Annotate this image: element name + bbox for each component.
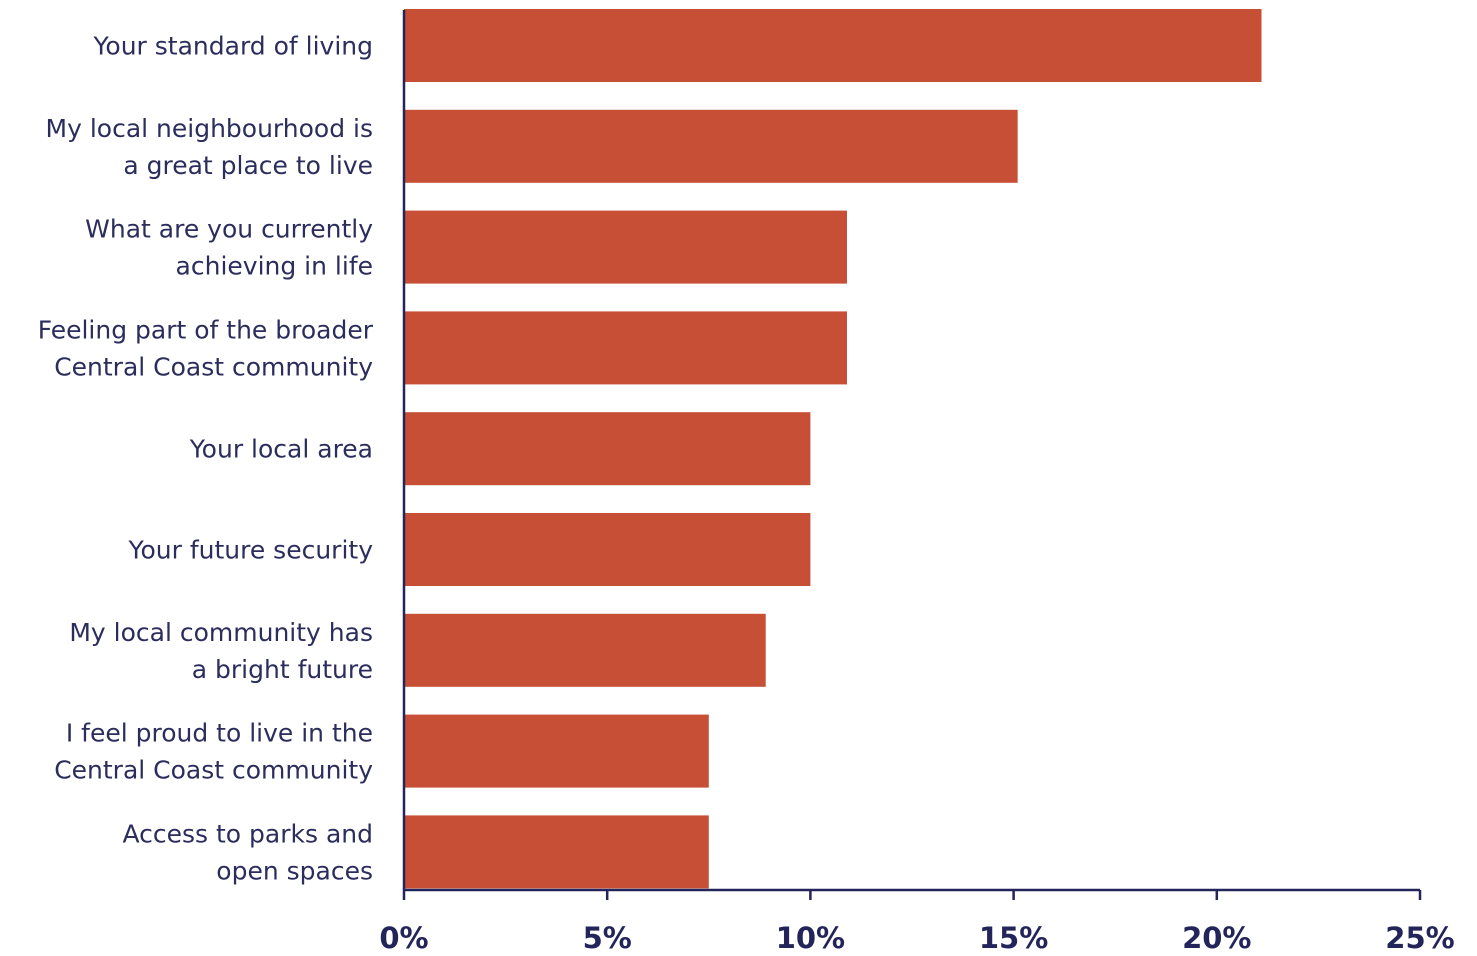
x-tick-label: 25% bbox=[1385, 921, 1454, 955]
x-tick-label: 20% bbox=[1182, 921, 1251, 955]
category-label-line: a bright future bbox=[192, 655, 373, 684]
bar bbox=[404, 714, 709, 788]
x-axis-ticks: 0% 5% 10% 15% 20% 25% bbox=[379, 890, 1455, 955]
category-label: My local neighbourhood is a great place t… bbox=[46, 114, 373, 180]
bar bbox=[404, 513, 811, 586]
category-label-line: open spaces bbox=[216, 856, 373, 885]
bar bbox=[404, 412, 811, 486]
bar bbox=[404, 9, 1262, 82]
bars-group bbox=[404, 9, 1262, 889]
category-label: I feel proud to live in the Central Coast… bbox=[54, 719, 373, 785]
x-tick-label: 0% bbox=[379, 921, 428, 955]
category-label-line: Your standard of living bbox=[92, 32, 373, 61]
category-label: What are you currently achieving in life bbox=[85, 215, 373, 281]
category-label-line: I feel proud to live in the bbox=[66, 719, 373, 748]
category-label-line: Central Coast community bbox=[54, 352, 373, 381]
category-label: Access to parks and open spaces bbox=[122, 819, 373, 885]
category-labels: Your standard of living My local neighbou… bbox=[38, 32, 374, 886]
category-label-line: Central Coast community bbox=[54, 756, 373, 785]
category-label-line: Your future security bbox=[128, 536, 374, 565]
category-label: Your standard of living bbox=[92, 32, 373, 61]
bar bbox=[404, 210, 847, 284]
category-label-line: My local neighbourhood is bbox=[46, 114, 373, 143]
category-label: My local community has a bright future bbox=[69, 618, 373, 684]
category-label-line: Your local area bbox=[189, 435, 373, 464]
category-label: Your future security bbox=[128, 536, 374, 565]
bar bbox=[404, 311, 847, 385]
bar bbox=[404, 109, 1018, 183]
bar bbox=[404, 815, 709, 889]
bar bbox=[404, 613, 766, 687]
category-label-line: What are you currently bbox=[85, 215, 373, 244]
category-label-line: My local community has bbox=[69, 618, 373, 647]
category-label-line: Access to parks and bbox=[122, 819, 373, 848]
x-tick-label: 15% bbox=[979, 921, 1048, 955]
category-label-line: Feeling part of the broader bbox=[38, 315, 374, 344]
category-label-line: a great place to live bbox=[123, 151, 373, 180]
category-label: Your local area bbox=[189, 435, 373, 464]
category-label: Feeling part of the broader Central Coast… bbox=[38, 315, 374, 381]
x-tick-label: 10% bbox=[776, 921, 845, 955]
x-tick-label: 5% bbox=[583, 921, 632, 955]
category-label-line: achieving in life bbox=[176, 252, 373, 281]
